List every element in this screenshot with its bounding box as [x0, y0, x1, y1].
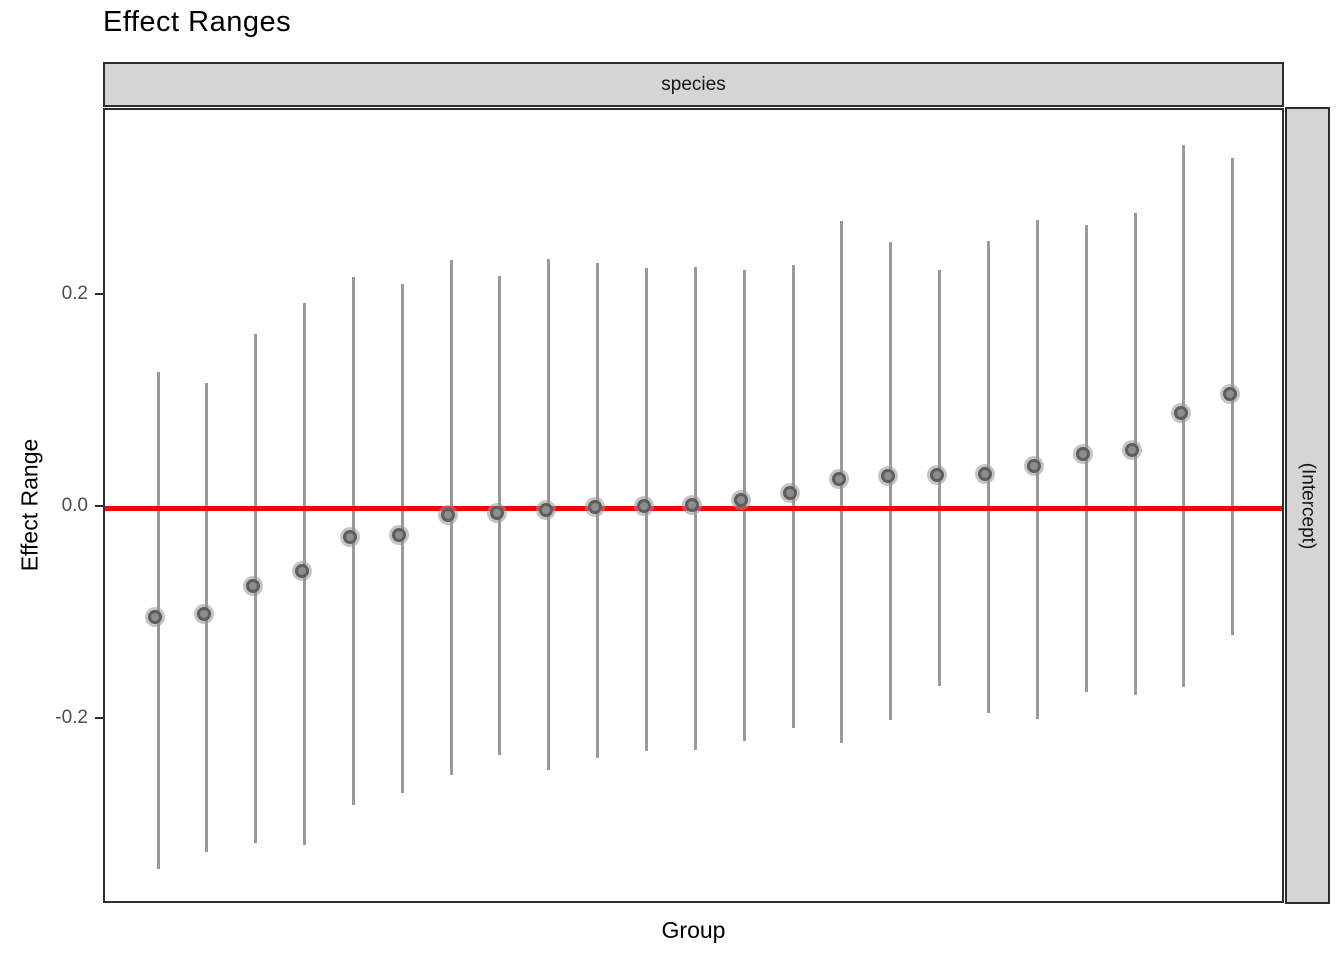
point-marker-13 [734, 492, 749, 507]
point-marker-21 [1125, 442, 1139, 457]
points-layer [105, 110, 1282, 901]
plot-panel [103, 108, 1284, 903]
point-marker-10 [587, 500, 602, 515]
point-marker-3 [245, 578, 260, 593]
point-marker-9 [538, 503, 553, 518]
point-marker-16 [880, 469, 895, 484]
point-marker-12 [685, 498, 700, 512]
facet-strip-top: species [103, 62, 1284, 107]
y-tick-mark-0.0 [95, 505, 103, 507]
point-marker-18 [978, 467, 993, 482]
point-marker-7 [441, 507, 456, 522]
facet-strip-top-label: species [661, 73, 726, 95]
chart-title: Effect Ranges [103, 6, 292, 38]
point-marker-20 [1076, 447, 1091, 462]
point-marker-2 [196, 607, 211, 622]
y-tick-mark-0.2 [95, 293, 103, 295]
point-marker-17 [929, 468, 944, 483]
point-marker-14 [783, 486, 798, 501]
y-tick-label-0.0: 0.0 [61, 495, 88, 516]
x-axis-title: Group [661, 917, 726, 943]
point-marker-8 [489, 506, 504, 521]
point-marker-4 [294, 563, 309, 578]
point-marker-19 [1027, 458, 1042, 473]
facet-strip-right: (Intercept) [1285, 107, 1330, 904]
y-tick-label--0.2: -0.2 [55, 707, 88, 728]
point-marker-23 [1222, 386, 1237, 401]
y-tick-label-0.2: 0.2 [61, 283, 88, 304]
y-tick-mark--0.2 [95, 717, 103, 719]
point-marker-1 [148, 610, 162, 625]
point-marker-5 [343, 529, 358, 544]
point-marker-6 [392, 527, 407, 542]
facet-strip-right-label: (Intercept) [1297, 462, 1319, 549]
point-marker-11 [636, 499, 651, 514]
y-axis-title: Effect Range [16, 438, 43, 572]
point-marker-15 [831, 471, 846, 486]
point-marker-22 [1173, 405, 1188, 420]
